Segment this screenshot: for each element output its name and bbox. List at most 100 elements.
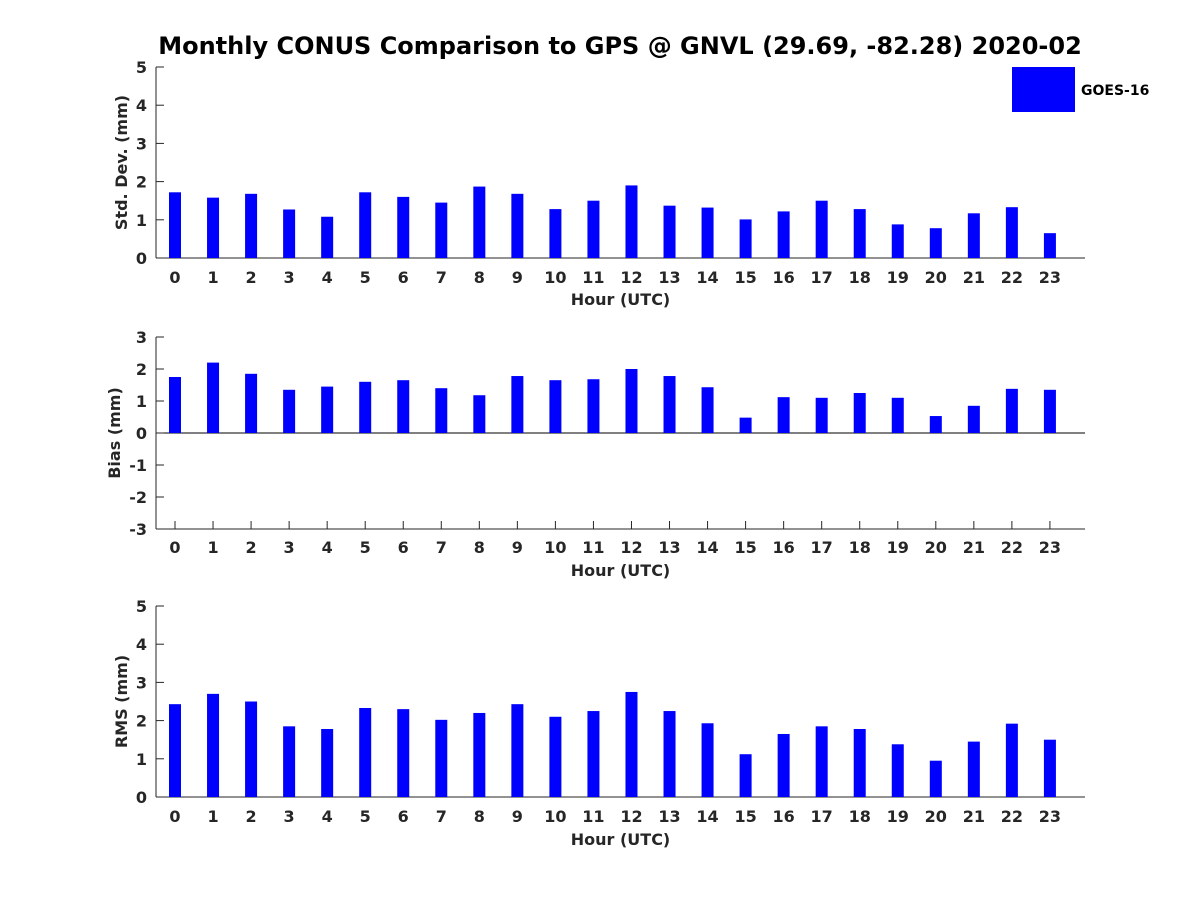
bar-hour-10 — [549, 716, 562, 797]
bar-hour-3 — [283, 209, 296, 258]
x-tick-label: 15 — [734, 807, 756, 826]
bar-hour-5 — [359, 381, 372, 433]
x-tick-label: 23 — [1039, 268, 1061, 287]
x-tick-label: 6 — [398, 807, 409, 826]
chart-title: Monthly CONUS Comparison to GPS @ GNVL (… — [158, 32, 1082, 60]
bar-hour-23 — [1043, 389, 1056, 433]
x-tick-label: 14 — [696, 538, 718, 557]
x-tick-label: 4 — [322, 268, 333, 287]
x-axis-label: Hour (UTC) — [571, 561, 671, 580]
bar-hour-23 — [1043, 739, 1056, 797]
bar-hour-8 — [473, 186, 486, 258]
y-tick-label: 3 — [136, 328, 147, 347]
x-tick-label: 8 — [474, 807, 485, 826]
x-tick-label: 3 — [284, 538, 295, 557]
x-tick-label: 5 — [360, 807, 371, 826]
bar-hour-9 — [511, 193, 524, 258]
x-tick-label: 16 — [773, 538, 795, 557]
bar-hour-10 — [549, 380, 562, 433]
y-tick-label: 2 — [136, 360, 147, 379]
bar-hour-5 — [359, 707, 372, 797]
x-tick-label: 18 — [849, 538, 871, 557]
x-tick-label: 10 — [544, 807, 566, 826]
x-tick-label: 22 — [1001, 807, 1023, 826]
x-tick-label: 12 — [620, 268, 642, 287]
x-tick-label: 13 — [658, 268, 680, 287]
y-tick-label: 1 — [136, 750, 147, 769]
x-tick-label: 7 — [436, 807, 447, 826]
x-tick-label: 7 — [436, 268, 447, 287]
y-axis-label: Bias (mm) — [105, 387, 124, 479]
y-tick-label: -2 — [129, 488, 147, 507]
x-tick-label: 9 — [512, 268, 523, 287]
x-tick-label: 22 — [1001, 538, 1023, 557]
bar-hour-15 — [739, 219, 752, 258]
bar-hour-16 — [777, 733, 790, 797]
bar-hour-13 — [663, 711, 676, 797]
bar-hour-12 — [625, 185, 638, 258]
bar-hour-6 — [397, 196, 410, 258]
y-tick-label: 1 — [136, 392, 147, 411]
x-tick-label: 1 — [207, 807, 218, 826]
x-tick-label: 21 — [963, 807, 985, 826]
bar-hour-19 — [891, 744, 904, 797]
x-tick-label: 17 — [811, 538, 833, 557]
bar-hour-6 — [397, 380, 410, 433]
bar-hour-11 — [587, 200, 600, 258]
bar-hour-7 — [435, 388, 448, 433]
bar-hour-14 — [701, 207, 714, 258]
y-tick-label: -1 — [129, 456, 147, 475]
x-tick-label: 20 — [925, 807, 947, 826]
x-axis-label: Hour (UTC) — [571, 830, 671, 849]
x-tick-label: 2 — [246, 538, 257, 557]
x-tick-label: 13 — [658, 538, 680, 557]
y-tick-label: 4 — [136, 635, 147, 654]
bar-hour-20 — [929, 228, 942, 258]
y-tick-label: 5 — [136, 597, 147, 616]
bar-hour-9 — [511, 704, 524, 797]
bar-hour-1 — [207, 693, 220, 797]
bar-hour-21 — [967, 741, 980, 797]
bar-hour-4 — [321, 216, 334, 258]
bar-hour-15 — [739, 754, 752, 797]
y-tick-label: 2 — [136, 173, 147, 192]
x-tick-label: 19 — [887, 807, 909, 826]
bar-hour-18 — [853, 209, 866, 258]
x-tick-label: 10 — [544, 268, 566, 287]
y-axis-label: Std. Dev. (mm) — [112, 95, 131, 230]
x-tick-label: 16 — [773, 807, 795, 826]
bar-hour-10 — [549, 209, 562, 258]
x-tick-label: 0 — [169, 807, 180, 826]
bar-hour-11 — [587, 379, 600, 433]
x-axis-label: Hour (UTC) — [571, 290, 671, 309]
y-tick-label: 3 — [136, 134, 147, 153]
bar-hour-21 — [967, 405, 980, 433]
bar-hour-13 — [663, 376, 676, 433]
bar-hour-7 — [435, 202, 448, 258]
x-tick-label: 0 — [169, 538, 180, 557]
x-tick-label: 18 — [849, 268, 871, 287]
bar-hour-17 — [815, 726, 828, 797]
bar-hour-1 — [207, 197, 220, 258]
bar-hour-2 — [245, 373, 258, 433]
bar-hour-1 — [207, 362, 220, 433]
x-tick-label: 0 — [169, 268, 180, 287]
bar-hour-17 — [815, 200, 828, 258]
bar-hour-9 — [511, 376, 524, 433]
x-tick-label: 12 — [620, 538, 642, 557]
x-tick-label: 2 — [246, 268, 257, 287]
y-tick-label: 3 — [136, 673, 147, 692]
bar-hour-12 — [625, 691, 638, 797]
bar-hour-19 — [891, 224, 904, 258]
x-tick-label: 23 — [1039, 538, 1061, 557]
x-tick-label: 19 — [887, 268, 909, 287]
bar-hour-3 — [283, 726, 296, 797]
bar-hour-0 — [169, 192, 181, 258]
bar-hour-7 — [435, 719, 448, 797]
bar-hour-22 — [1005, 388, 1018, 433]
legend: GOES-16 — [1012, 67, 1149, 112]
